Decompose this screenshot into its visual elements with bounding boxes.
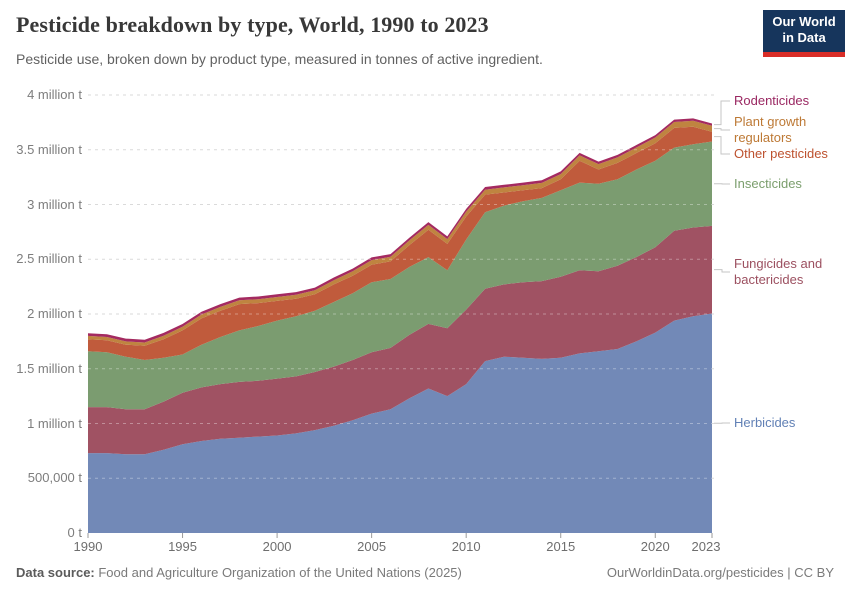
owid-logo[interactable]: Our World in Data <box>763 10 845 57</box>
area-other-pesticides[interactable] <box>88 126 712 360</box>
owid-logo-line2: in Data <box>782 30 826 45</box>
x-tick-2020: 2020 <box>640 539 670 554</box>
legend-insecticides[interactable]: Insecticides <box>734 176 802 191</box>
area-plant-growth-regulators[interactable] <box>88 120 712 346</box>
x-tick-2000: 2000 <box>262 539 292 554</box>
y-tick-3500000: 3.5 million t <box>16 141 82 157</box>
x-tick-2005: 2005 <box>357 539 387 554</box>
area-insecticides[interactable] <box>88 141 712 410</box>
page-title: Pesticide breakdown by type, World, 1990… <box>16 12 489 37</box>
area-fungicides-and-bactericides[interactable] <box>88 225 712 455</box>
y-tick-2500000: 2.5 million t <box>16 251 82 267</box>
legend-rodenticides[interactable]: Rodenticides <box>734 93 810 108</box>
owid-logo-line1: Our World <box>772 14 836 29</box>
data-source-label: Data source: <box>16 565 95 580</box>
area-herbicides[interactable] <box>88 313 712 534</box>
chart-subtitle: Pesticide use, broken down by product ty… <box>16 51 543 67</box>
x-tick-2023: 2023 <box>691 539 721 554</box>
y-tick-0: 0 t <box>67 525 82 540</box>
credit-link[interactable]: OurWorldinData.org/pesticides | CC BY <box>606 565 834 580</box>
y-tick-2000000: 2 million t <box>27 306 82 321</box>
x-tick-1990: 1990 <box>73 539 103 554</box>
y-tick-1500000: 1.5 million t <box>16 360 82 376</box>
data-source-text: Food and Agriculture Organization of the… <box>94 565 462 580</box>
legend-fungicides-and-bactericides[interactable]: Fungicides and bactericides <box>734 256 823 287</box>
x-tick-2015: 2015 <box>546 539 576 554</box>
y-tick-4000000: 4 million t <box>27 87 82 102</box>
y-tick-3000000: 3 million t <box>27 196 82 212</box>
legend-herbicides[interactable]: Herbicides <box>734 415 796 430</box>
legend-other-pesticides[interactable]: Other pesticides <box>734 146 828 161</box>
y-tick-1000000: 1 million t <box>27 415 82 431</box>
area-rodenticides[interactable] <box>88 118 712 343</box>
y-tick-500000: 500,000 t <box>27 470 82 486</box>
legend-plant-growth-regulators[interactable]: Plant growth regulators <box>734 114 807 145</box>
x-tick-2010: 2010 <box>451 539 481 554</box>
data-source-note: Data source: Food and Agriculture Organi… <box>16 565 462 580</box>
x-tick-1995: 1995 <box>168 539 197 554</box>
